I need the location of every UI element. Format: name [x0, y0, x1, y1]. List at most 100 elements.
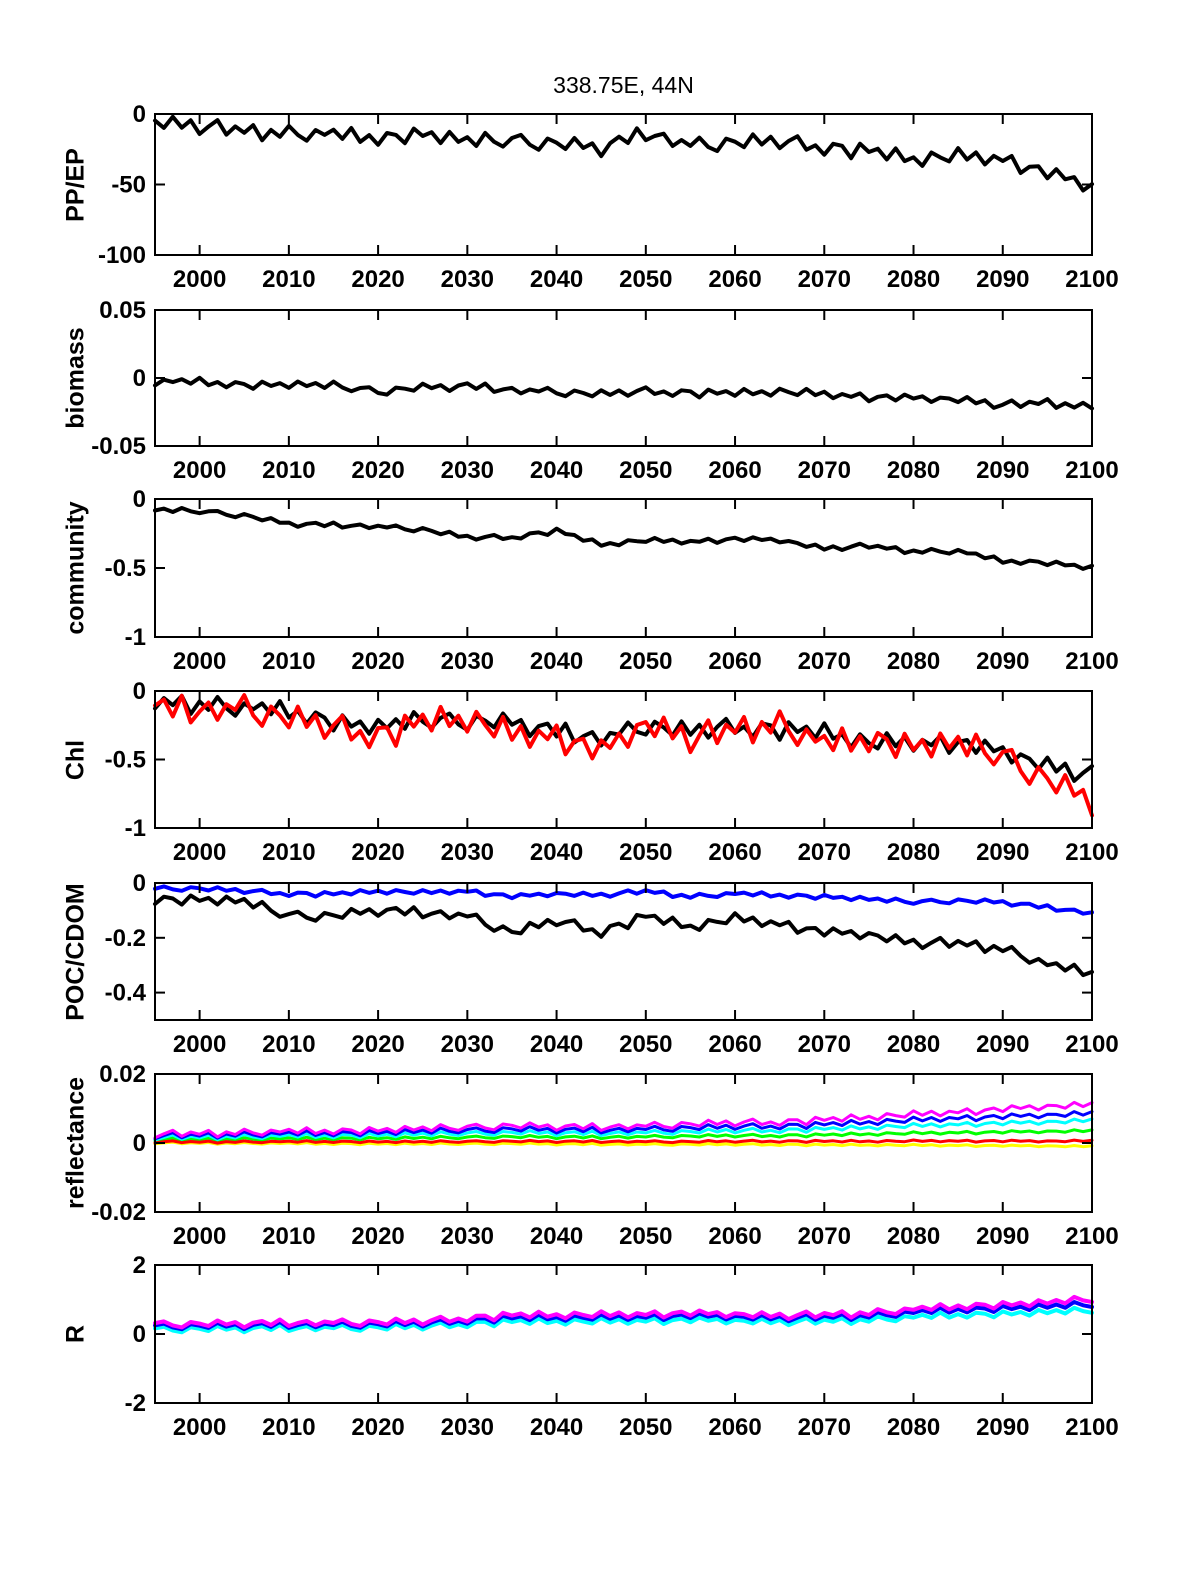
series-community-black-line	[153, 506, 1094, 571]
x-tick-label: 2050	[619, 266, 672, 293]
x-tick-label: 2100	[1065, 457, 1118, 484]
x-tick-label: 2060	[708, 266, 761, 293]
axes-box	[154, 882, 1093, 1021]
x-tick-label: 2080	[887, 1223, 940, 1250]
x-tick-label: 2080	[887, 266, 940, 293]
x-tick-label: 2040	[530, 1223, 583, 1250]
axes-box	[154, 498, 1093, 638]
y-tick-label: 0.02	[99, 1061, 146, 1088]
y-tick-label: 0	[133, 1321, 146, 1348]
y-tick-label: 0.05	[99, 297, 146, 324]
axes-box	[154, 1264, 1093, 1404]
series-r-magenta-line	[153, 1294, 1094, 1330]
x-tick-label: 2100	[1065, 839, 1118, 866]
y-axis-label-r: R	[61, 1324, 90, 1344]
x-tick-label: 2070	[798, 648, 851, 675]
panel-reflectance-plot: 2000 2010 2020 2030 2040 2050 2060 2070 2080 2090…	[91, 1061, 1118, 1250]
x-tick-label: 2090	[976, 839, 1029, 866]
x-tick-label: 2020	[351, 648, 404, 675]
y-axis-label-community: community	[61, 501, 90, 635]
x-tick-label: 2000	[173, 1414, 226, 1441]
y-axis-label-pp-ep: PP/EP	[61, 147, 90, 222]
x-tick-label: 2050	[619, 1223, 672, 1250]
y-tick-label: 0	[133, 678, 146, 705]
x-tick-label: 2080	[887, 1414, 940, 1441]
x-tick-label: 2070	[798, 839, 851, 866]
x-tick-label: 2020	[351, 266, 404, 293]
x-tick-label: 2070	[798, 1414, 851, 1441]
x-tick-label: 2000	[173, 457, 226, 484]
series-r-cyan-line	[153, 1305, 1094, 1335]
x-tick-label: 2080	[887, 1031, 940, 1058]
panel-poc-cdom-plot: 2000 2010 2020 2030 2040 2050 2060 2070 2080 2090…	[105, 870, 1119, 1058]
x-tick-label: 2020	[351, 1031, 404, 1058]
x-tick-label: 2040	[530, 839, 583, 866]
series-reflectance-yellow-line	[153, 1140, 1094, 1149]
x-tick-label: 2020	[351, 457, 404, 484]
x-tick-label: 2040	[530, 457, 583, 484]
y-tick-label: 0	[133, 1130, 146, 1157]
y-tick-label: -50	[111, 172, 146, 199]
x-tick-label: 2060	[708, 1223, 761, 1250]
y-tick-label: -2	[125, 1390, 146, 1417]
series-reflectance-red-line	[153, 1138, 1094, 1145]
x-tick-label: 2030	[441, 1223, 494, 1250]
x-tick-label: 2060	[708, 1414, 761, 1441]
series-poc-black-line	[153, 893, 1094, 978]
x-tick-label: 2020	[351, 1223, 404, 1250]
x-tick-label: 2030	[441, 457, 494, 484]
series-biomass-black-line	[153, 375, 1094, 411]
y-tick-label: -100	[98, 242, 146, 269]
x-tick-label: 2100	[1065, 648, 1118, 675]
x-tick-label: 2060	[708, 839, 761, 866]
x-tick-label: 2050	[619, 1031, 672, 1058]
x-tick-label: 2100	[1065, 1031, 1118, 1058]
x-tick-label: 2090	[976, 648, 1029, 675]
x-tick-label: 2010	[262, 648, 315, 675]
x-tick-label: 2050	[619, 457, 672, 484]
x-tick-label: 2000	[173, 839, 226, 866]
x-tick-label: 2010	[262, 457, 315, 484]
x-tick-label: 2010	[262, 839, 315, 866]
y-axis-label-poc-cdom: POC/CDOM	[61, 882, 90, 1021]
x-tick-label: 2000	[173, 648, 226, 675]
x-tick-label: 2000	[173, 1031, 226, 1058]
x-tick-label: 2010	[262, 1223, 315, 1250]
series-reflectance-green-line	[153, 1128, 1094, 1143]
x-tick-label: 2100	[1065, 1223, 1118, 1250]
x-tick-label: 2050	[619, 648, 672, 675]
x-tick-label: 2060	[708, 1031, 761, 1058]
x-tick-label: 2000	[173, 1223, 226, 1250]
x-tick-label: 2000	[173, 266, 226, 293]
series-reflectance-cyan-line	[153, 1117, 1094, 1142]
y-tick-label: -0.5	[105, 555, 146, 582]
x-tick-label: 2040	[530, 1031, 583, 1058]
y-tick-label: -0.2	[105, 925, 146, 952]
y-tick-label: -0.05	[91, 433, 146, 460]
y-tick-label: -0.4	[105, 980, 147, 1007]
x-tick-label: 2020	[351, 1414, 404, 1441]
x-tick-label: 2080	[887, 648, 940, 675]
x-tick-label: 2060	[708, 648, 761, 675]
x-tick-label: 2040	[530, 648, 583, 675]
y-axis-label-chl: Chl	[61, 739, 90, 780]
y-tick-label: 0	[133, 486, 146, 513]
y-tick-label: -0.02	[91, 1199, 146, 1226]
x-tick-label: 2030	[441, 1414, 494, 1441]
y-axis-label-biomass: biomass	[61, 327, 90, 429]
x-tick-label: 2100	[1065, 266, 1118, 293]
x-tick-label: 2060	[708, 457, 761, 484]
x-tick-label: 2030	[441, 1031, 494, 1058]
x-tick-label: 2010	[262, 266, 315, 293]
x-tick-label: 2010	[262, 1031, 315, 1058]
x-tick-label: 2030	[441, 266, 494, 293]
x-tick-label: 2030	[441, 839, 494, 866]
x-tick-label: 2040	[530, 266, 583, 293]
x-tick-label: 2040	[530, 1414, 583, 1441]
x-tick-label: 2030	[441, 648, 494, 675]
x-tick-label: 2080	[887, 457, 940, 484]
x-tick-label: 2090	[976, 1223, 1029, 1250]
y-tick-label: 0	[133, 870, 146, 897]
series-reflectance-magenta-line	[153, 1100, 1094, 1140]
